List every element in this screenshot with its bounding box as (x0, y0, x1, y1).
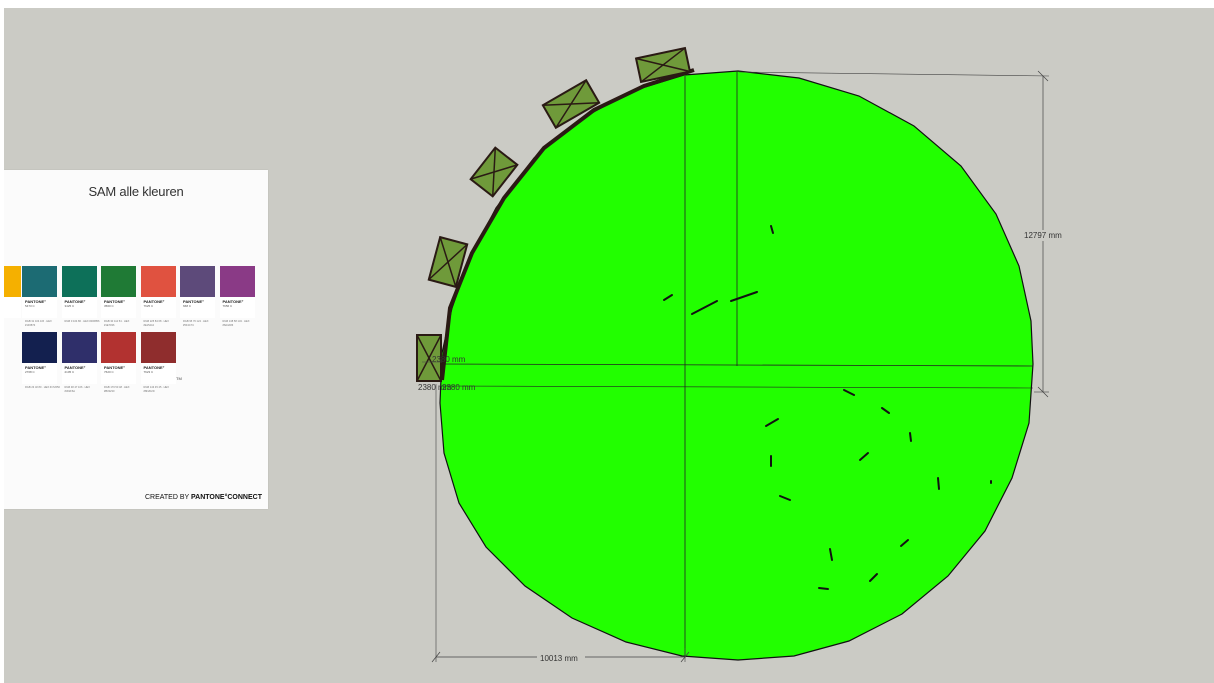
swatch-chip (180, 266, 215, 297)
trademark-mark: TM (176, 376, 182, 381)
swatch-code: 7620 C (104, 370, 114, 374)
swatch-code: 2768 C (25, 370, 35, 374)
pantone-swatch: PANTONE° 7625 C (140, 266, 176, 318)
swatch-code: 668 C (183, 304, 192, 308)
model-scene[interactable]: 12797 mm 10013 mm 2380 mm 2380 mm 2380 m… (4, 8, 1214, 683)
swatch-meta: RGB 225 84 68 · HEX #E15444 (143, 320, 170, 327)
dimension-left-mid-label-2: 2380 mm (442, 383, 476, 392)
pantone-swatch: PANTONE° 5473 C (22, 266, 57, 318)
pantone-swatch: PANTONE° 668 C (180, 266, 215, 318)
dimension-left[interactable]: 2380 mm 2380 mm 2380 mm (418, 355, 476, 392)
swatch-meta: RGB 30 112 54 · HEX #1E7036 (104, 320, 130, 327)
crate-2[interactable] (427, 235, 469, 289)
swatch-meta: RGB 48 47 106 · HEX #302F6A (64, 386, 91, 393)
dimension-vertical-label: 12797 mm (1024, 231, 1062, 240)
swatch-brand: PANTONE° (104, 365, 125, 370)
swatch-chip (140, 266, 176, 297)
swatch-brand: PANTONE° (64, 365, 86, 370)
swatch-code: 3560 C (104, 304, 114, 308)
swatch-brand: PANTONE° (222, 299, 244, 304)
swatch-chip (219, 266, 255, 297)
swatch-code: 5473 C (25, 304, 35, 308)
swatch-chip (61, 332, 97, 363)
pantone-credit: CREATED BY PANTONE°CONNECT (145, 494, 262, 501)
swatch-code: 3425 C (64, 304, 75, 308)
swatch-code: 7625 C (143, 304, 154, 308)
dimension-horizontal[interactable]: 10013 mm (431, 384, 690, 663)
swatch-meta: RGB 31 104 115 · HEX #1F6873 (25, 320, 52, 327)
crate-5[interactable] (634, 46, 692, 84)
pantone-swatch: PANTONE° 3425 C (61, 266, 97, 318)
swatch-code: 7656 C (222, 304, 233, 308)
swatch-partial (4, 266, 21, 318)
pantone-swatch: PANTONE° 7656 C (219, 266, 255, 318)
scatter-marks (663, 225, 992, 590)
swatch-meta: RGB 23 32 80 · HEX #172050 (25, 386, 60, 389)
swatch-brand: PANTONE° (143, 299, 165, 304)
crate-3[interactable] (469, 146, 519, 198)
swatch-chip (140, 332, 176, 363)
pantone-swatch: PANTONE° 2105 C (61, 332, 97, 384)
dimension-left-mid-label: 2380 mm (418, 383, 452, 392)
pantone-swatch: PANTONE° 7623 C (140, 332, 176, 384)
swatch-meta: RGB 95 76 124 · HEX #5F4C7C (183, 320, 209, 327)
pantone-swatch: PANTONE° 3560 C (101, 266, 136, 318)
swatch-meta: RGB 138 58 134 · HEX #8A3A86 (222, 320, 250, 327)
swatch-brand: PANTONE° (64, 299, 86, 304)
crate-1[interactable] (416, 334, 442, 382)
swatch-chip (61, 266, 97, 297)
swatch-brand: PANTONE° (25, 299, 46, 304)
swatch-chip (22, 266, 57, 297)
sheet-title: SAM alle kleuren (88, 184, 184, 199)
swatch-chip (101, 266, 136, 297)
rim-edge (440, 68, 695, 381)
pantone-swatch: PANTONE° 7620 C (101, 332, 136, 384)
swatch-meta: RGB 0 104 86 · HEX #006856 (64, 320, 100, 323)
swatch-meta: RGB 179 50 48 · HEX #B33230 (104, 386, 130, 393)
credit-prefix: CREATED BY (144, 494, 190, 501)
swatch-brand: PANTONE° (143, 365, 165, 370)
pantone-color-sheet: SAM alle kleuren PANTONE° 5473 C RGB 31 10… (4, 170, 268, 509)
swatch-chip (101, 332, 136, 363)
crate-4[interactable] (541, 78, 601, 130)
guide-horizontal-2 (439, 385, 1034, 389)
credit-brand: PANTONE°CONNECT (191, 494, 262, 501)
swatch-brand: PANTONE° (183, 299, 204, 304)
dimension-left-top-label: 2380 mm (432, 355, 466, 364)
swatch-meta: RGB 143 45 45 · HEX #8F2D2D (143, 386, 170, 393)
swatch-chip (22, 332, 57, 363)
dimension-vertical[interactable]: 12797 mm (738, 70, 1064, 398)
swatch-chip (4, 266, 21, 297)
dimension-horizontal-label: 10013 mm (540, 654, 578, 663)
swatch-brand: PANTONE° (104, 299, 125, 304)
swatch-code: 2105 C (64, 370, 75, 374)
swatch-code: 7623 C (143, 370, 154, 374)
sketchup-viewport[interactable]: SAM alle kleuren PANTONE° 5473 C RGB 31 10… (4, 8, 1214, 683)
swatch-brand: PANTONE° (25, 365, 46, 370)
guide-horizontal (439, 363, 1034, 367)
pantone-swatch: PANTONE° 2768 C (22, 332, 57, 384)
